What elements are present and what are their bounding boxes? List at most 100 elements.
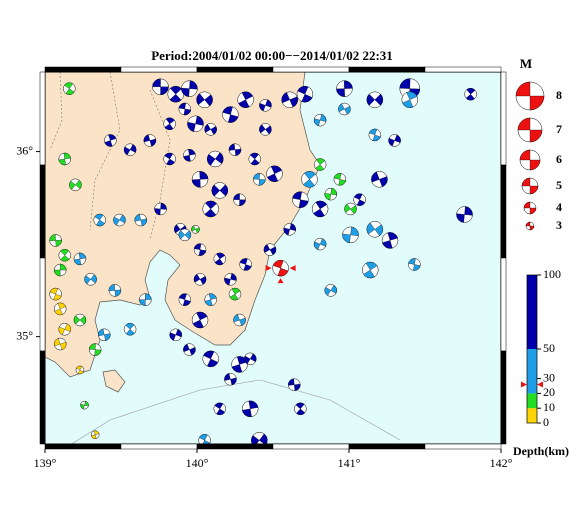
ball-quadrant <box>211 184 228 197</box>
ball-quadrant <box>181 80 198 97</box>
border-segment <box>500 350 507 445</box>
focal-mechanism <box>253 173 266 186</box>
ball-quadrant <box>54 302 66 316</box>
focal-mechanism <box>259 99 272 112</box>
focal-mechanism <box>183 343 196 356</box>
ball-quadrant <box>108 284 122 297</box>
legend-label: 3 <box>556 218 562 232</box>
focal-mechanism <box>213 252 227 266</box>
colorbar-band <box>527 349 537 394</box>
border-segment <box>272 66 350 73</box>
ball-quadrant <box>187 115 204 132</box>
focal-mechanism <box>408 258 421 271</box>
focal-mechanism <box>183 149 196 162</box>
focal-mechanism <box>49 287 62 301</box>
ball-quadrant <box>324 285 337 296</box>
focal-mechanism <box>464 87 477 101</box>
ball-quadrant <box>388 134 401 147</box>
ball-quadrant <box>183 149 196 162</box>
ball-quadrant <box>238 91 253 108</box>
focal-mechanism <box>163 117 176 131</box>
focal-mechanism <box>362 261 379 279</box>
ball-quadrant <box>229 287 241 301</box>
focal-mechanism <box>198 434 211 444</box>
focal-mechanism <box>288 378 301 392</box>
ball-quadrant <box>49 234 62 247</box>
focal-mechanism <box>324 187 338 201</box>
focal-mechanism <box>113 213 126 227</box>
ball-quadrant <box>214 402 226 415</box>
ball-quadrant <box>164 152 175 166</box>
focal-mechanism <box>196 91 213 109</box>
focal-mechanism <box>202 200 219 218</box>
focal-mechanism <box>239 258 252 271</box>
colorbar-label: 20 <box>543 385 555 399</box>
ball-quadrant <box>98 328 111 341</box>
focal-mechanism <box>98 328 111 342</box>
focal-mechanism <box>243 352 257 366</box>
ball-quadrant <box>91 430 100 439</box>
ball-quadrant <box>152 78 169 95</box>
focal-mechanism <box>366 221 384 238</box>
focal-mechanism <box>222 106 239 123</box>
focal-mechanism <box>178 102 192 116</box>
focal-mechanism <box>58 152 72 166</box>
focal-mechanism <box>211 182 229 199</box>
ball-quadrant <box>233 314 246 326</box>
ball-quadrant <box>164 117 175 130</box>
focal-mechanism <box>333 173 347 186</box>
focal-mechanism <box>204 123 217 136</box>
focal-mechanism <box>49 234 62 247</box>
focal-mechanism <box>313 158 327 171</box>
ball-quadrant <box>143 134 157 147</box>
ball-quadrant <box>113 214 126 226</box>
ball-quadrant <box>73 252 87 266</box>
ball-quadrant <box>58 152 71 166</box>
focal-mechanism <box>233 193 246 206</box>
border-segment <box>272 443 350 450</box>
focal-mechanism <box>80 400 89 410</box>
ball-quadrant <box>253 173 266 186</box>
colorbar-label: 0 <box>543 415 549 429</box>
ball-quadrant <box>64 82 75 95</box>
ball-quadrant <box>204 200 217 218</box>
ball-quadrant <box>366 93 383 106</box>
focal-mechanism <box>88 343 102 356</box>
legend-label: 8 <box>556 88 562 102</box>
x-tick-label: 142° <box>490 456 513 470</box>
focal-mechanism <box>191 311 209 329</box>
border-segment <box>39 257 46 352</box>
focal-mechanism <box>84 273 97 286</box>
focal-mechanism <box>123 323 137 336</box>
focal-mechanism <box>213 402 227 416</box>
colorbar-label: 50 <box>543 341 555 355</box>
ball-quadrant <box>124 144 137 156</box>
focal-mechanism <box>371 171 388 188</box>
ball-quadrant <box>259 124 272 135</box>
focal-mechanism <box>178 293 192 306</box>
ball-quadrant <box>204 124 217 135</box>
focal-mechanism <box>313 237 327 251</box>
ball-quadrant <box>76 365 84 375</box>
ball-quadrant <box>125 323 135 336</box>
border-segment <box>348 66 426 73</box>
focal-mechanism <box>178 228 192 242</box>
focal-mechanism <box>152 78 169 96</box>
ball-quadrant <box>191 225 200 234</box>
ball-quadrant <box>224 373 237 386</box>
focal-mechanism <box>456 206 473 223</box>
ball-quadrant <box>60 249 70 262</box>
border-segment <box>39 350 46 445</box>
ball-quadrant <box>183 343 196 356</box>
focal-mechanism <box>193 273 207 286</box>
focal-mechanism <box>292 191 309 208</box>
ball-quadrant <box>214 252 225 266</box>
focal-mechanism <box>228 143 242 156</box>
border-segment <box>44 443 122 450</box>
ball-quadrant <box>154 202 167 216</box>
focal-mechanism <box>53 263 67 277</box>
focal-mechanism <box>163 152 176 166</box>
focal-mechanism <box>342 226 359 244</box>
ball-quadrant <box>178 102 191 116</box>
